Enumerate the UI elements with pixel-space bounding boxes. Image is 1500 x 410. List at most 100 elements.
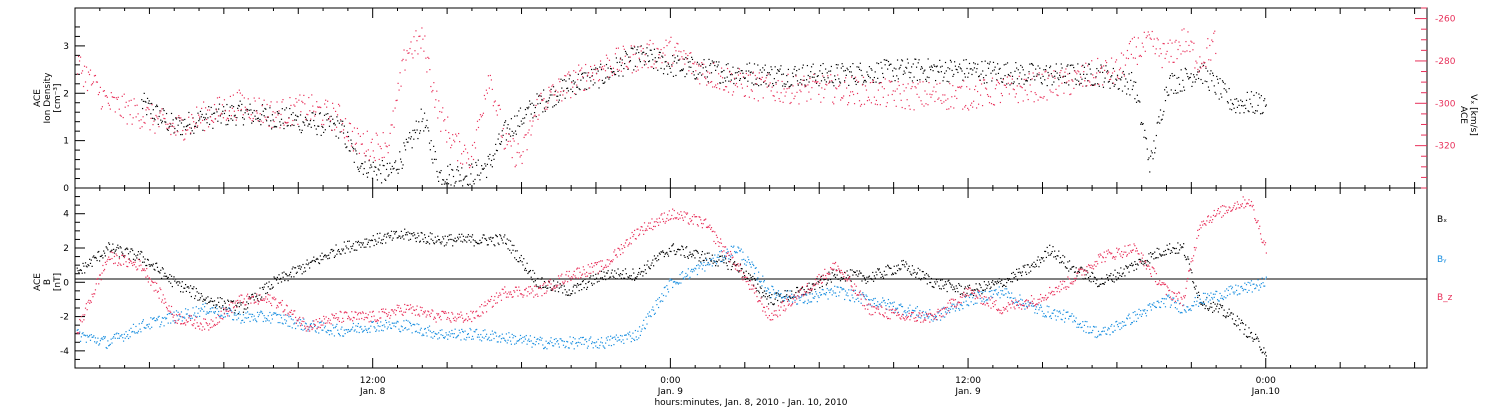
data-point [839,280,842,282]
data-point [452,245,454,247]
data-point [454,141,456,143]
data-point [484,237,486,240]
data-point [458,180,460,182]
data-point [428,57,430,60]
data-point [1047,252,1049,254]
data-point [287,325,289,327]
data-point [98,344,100,346]
data-point [477,334,479,336]
data-point [440,130,442,132]
data-point [247,303,250,305]
data-point [900,268,902,270]
data-point [1157,39,1159,41]
data-point [947,98,949,100]
data-point [196,126,198,128]
data-point [219,115,221,117]
data-point [256,321,258,323]
data-point [468,164,470,166]
data-point [235,304,237,307]
data-point [79,269,82,271]
data-point [939,287,941,290]
data-point [789,102,791,105]
data-point [545,101,547,103]
data-point [1023,83,1025,85]
data-point [245,308,247,310]
data-point [963,80,965,82]
data-point [1077,63,1079,65]
data-point [1117,77,1120,80]
data-point [1020,86,1022,88]
data-point [385,242,387,244]
data-point [1199,302,1201,304]
data-point [1154,147,1157,149]
data-point [455,241,457,243]
data-point [213,300,216,302]
data-point [328,334,331,336]
data-point [111,342,113,344]
data-point [844,69,847,72]
data-point [160,122,163,124]
data-point [160,321,163,323]
data-point [515,259,517,261]
data-point [843,95,845,97]
data-point [558,78,560,80]
data-point [329,116,331,118]
data-point [640,50,642,52]
data-point [758,77,761,79]
data-point [514,343,516,345]
data-point [938,97,940,99]
data-point [302,121,304,123]
data-point [298,99,300,101]
data-point [1132,264,1134,266]
data-point [514,250,517,252]
data-point [883,59,885,61]
data-point [253,315,255,317]
data-point [382,330,384,332]
data-point [386,162,388,165]
data-point [426,71,428,73]
data-point [339,335,341,337]
data-point [337,103,340,105]
data-point [735,264,737,266]
data-point [1130,262,1133,264]
data-point [1000,92,1003,95]
data-point [648,315,650,317]
data-point [1134,98,1136,100]
data-point [294,267,296,269]
data-point [685,56,687,59]
data-point [1035,68,1037,70]
data-point [1225,89,1227,91]
data-point [938,71,940,73]
data-point [492,333,494,335]
data-point [509,140,511,142]
data-point [1100,64,1102,66]
data-point [270,284,273,286]
data-point [500,135,502,137]
data-point [868,276,870,278]
data-point [821,72,823,75]
data-point [215,109,218,111]
data-point [1142,123,1144,125]
data-point [636,66,638,68]
data-point [427,241,429,243]
data-point [474,331,476,333]
data-point [909,271,911,273]
data-point [174,127,176,130]
data-point [954,65,957,67]
data-point [103,90,105,92]
data-point [957,86,959,88]
data-point [906,58,909,60]
data-point [912,82,914,84]
data-point [1102,71,1104,74]
data-point [506,238,508,240]
data-point [989,96,992,98]
data-point [556,341,558,343]
data-point [1075,83,1077,86]
data-point [1207,309,1210,311]
data-point [576,86,579,88]
data-point [660,48,662,51]
data-point [688,66,690,68]
top-left-tick-label: 1 [63,137,69,147]
data-point [721,255,723,257]
data-point [1208,59,1210,61]
